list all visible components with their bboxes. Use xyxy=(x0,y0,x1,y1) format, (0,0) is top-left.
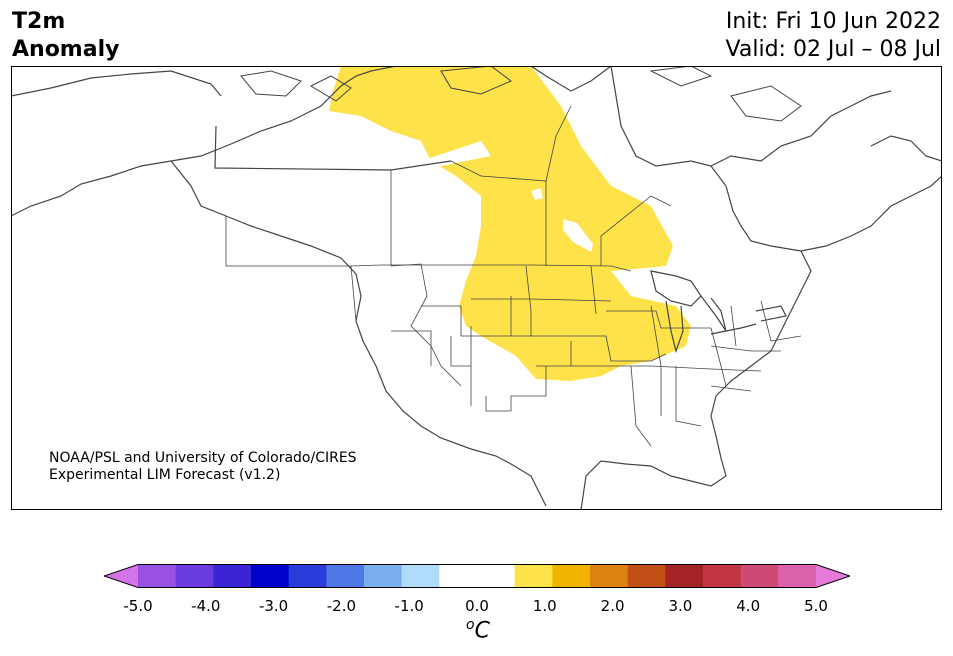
degree-sup: o xyxy=(466,617,475,633)
init-date: Init: Fri 10 Jun 2022 xyxy=(725,9,941,34)
colorbar-outline xyxy=(104,564,850,588)
colorbar-segment xyxy=(740,564,779,588)
colorbar-segment xyxy=(703,564,742,588)
hudson-white-notch xyxy=(421,141,491,166)
map-title: T2m Anomaly xyxy=(12,8,119,64)
colorbar-tick-label: -4.0 xyxy=(191,597,221,615)
colorbar-tick-label: 5.0 xyxy=(804,597,828,615)
colorbar-segment xyxy=(288,564,327,588)
colorbar-segment xyxy=(401,564,440,588)
colorbar-segment xyxy=(778,564,817,588)
colorbar-tick-label: -5.0 xyxy=(123,597,153,615)
political-boundaries xyxy=(225,105,802,447)
colorbar-segment xyxy=(514,564,553,588)
north-america-map xyxy=(11,66,942,510)
map-frame xyxy=(11,66,942,510)
colorbar-segment xyxy=(439,564,478,588)
anomaly-label: Anomaly xyxy=(12,37,120,62)
colorbar-extend-max xyxy=(816,564,850,588)
credit-line-2: Experimental LIM Forecast (v1.2) xyxy=(49,467,281,483)
colorbar-extend-min xyxy=(104,564,138,588)
colorbar-segment xyxy=(590,564,629,588)
colorbar-segment xyxy=(175,564,214,588)
variable-label: T2m xyxy=(12,9,66,34)
unit-base: C xyxy=(474,618,490,644)
colorbar-segment xyxy=(138,564,177,588)
colorbar-tick-label: 2.0 xyxy=(600,597,625,615)
colorbar-tick-label: -1.0 xyxy=(394,597,424,615)
colorbar-tick-label: -2.0 xyxy=(326,597,357,615)
inland-lake xyxy=(531,188,543,200)
colorbar-segment xyxy=(326,564,365,588)
colorbar-segment xyxy=(364,564,403,588)
colorbar-segment xyxy=(552,564,591,588)
colorbar-tick-label: 1.0 xyxy=(532,597,557,615)
unit-label: oC xyxy=(466,617,490,643)
colorbar-segment xyxy=(213,564,252,588)
colorbar-tick-label: 3.0 xyxy=(668,597,693,615)
colorbar-tick-label: 4.0 xyxy=(736,597,761,615)
lake-winnipeg xyxy=(563,219,593,252)
colorbar-segment xyxy=(665,564,704,588)
colorbar-tick-label: -3.0 xyxy=(258,597,289,615)
colorbar-segment xyxy=(251,564,290,588)
credit-text: NOAA/PSL and University of Colorado/CIRE… xyxy=(49,450,357,484)
great-lakes xyxy=(650,270,787,354)
valid-range: Valid: 02 Jul – 08 Jul xyxy=(725,37,941,62)
coastlines xyxy=(11,66,942,510)
colorbar-tick-label: 0.0 xyxy=(465,597,489,615)
colorbar xyxy=(104,564,850,588)
colorbar-ticks: -5.0 -4.0 -3.0 -2.0 -1.0 0.0 1.0 2.0 3.0 4.0 5.0 xyxy=(0,597,953,617)
colorbar-segment xyxy=(477,564,516,588)
warm-anomaly-region xyxy=(329,66,691,381)
forecast-dates: Init: Fri 10 Jun 2022 Valid: 02 Jul – 08… xyxy=(726,8,941,64)
credit-line-1: NOAA/PSL and University of Colorado/CIRE… xyxy=(49,450,357,466)
colorbar-segment xyxy=(627,564,666,588)
